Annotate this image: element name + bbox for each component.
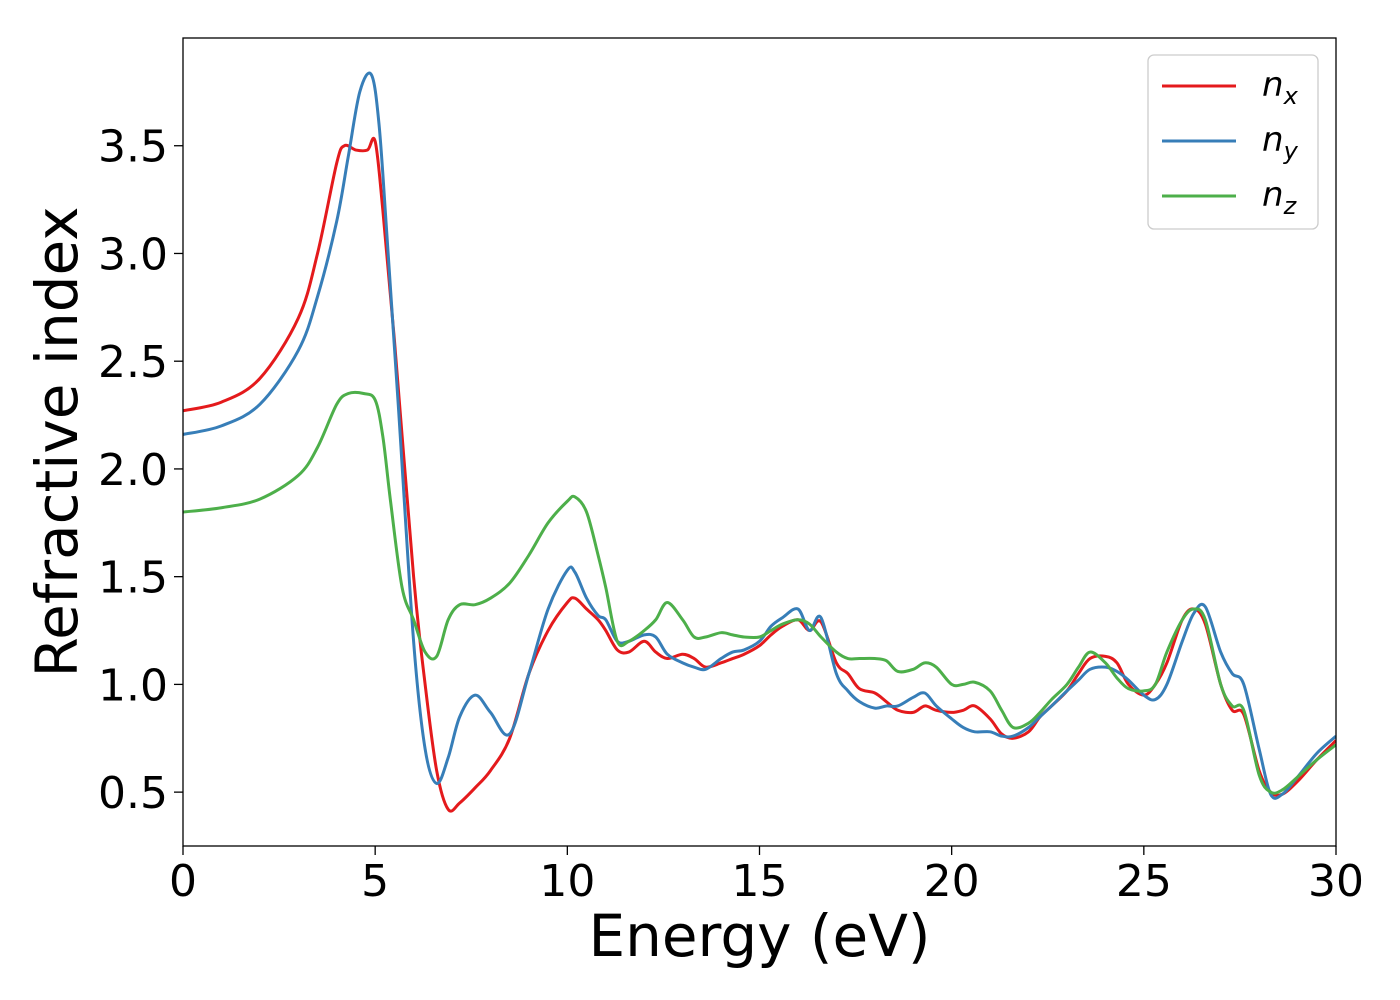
x-axis-label: Energy (eV) xyxy=(588,902,930,970)
y-tick-label: 1.5 xyxy=(98,553,168,604)
legend-label-nz: nz xyxy=(1262,175,1298,220)
y-axis-label: Refractive index xyxy=(23,206,91,677)
x-tick-label: 20 xyxy=(924,856,980,907)
ticks-layer: 0 5 10 15 20 25 30 0.5 1.0 1.5 2.0 2.5 3.0 3.5 xyxy=(98,122,1364,907)
x-tick-label: 25 xyxy=(1116,856,1172,907)
legend: nx ny nz xyxy=(1147,54,1319,230)
x-tick-label: 10 xyxy=(539,856,595,907)
x-tick-label: 5 xyxy=(361,856,389,907)
x-tick-label: 15 xyxy=(732,856,788,907)
y-tick-label: 2.0 xyxy=(98,445,168,496)
series-line-ny xyxy=(183,71,1336,800)
series-layer xyxy=(183,71,1336,813)
y-tick-label: 3.5 xyxy=(98,122,168,173)
y-tick-label: 2.5 xyxy=(98,337,168,388)
legend-label-nx: nx xyxy=(1262,65,1299,110)
y-tick-label: 3.0 xyxy=(98,229,168,280)
x-tick-label: 0 xyxy=(169,856,197,907)
legend-label-ny: ny xyxy=(1262,120,1299,165)
x-tick-label: 30 xyxy=(1308,856,1364,907)
y-tick-label: 1.0 xyxy=(98,660,168,711)
series-line-nz xyxy=(183,390,1336,795)
y-tick-label: 0.5 xyxy=(98,768,168,819)
